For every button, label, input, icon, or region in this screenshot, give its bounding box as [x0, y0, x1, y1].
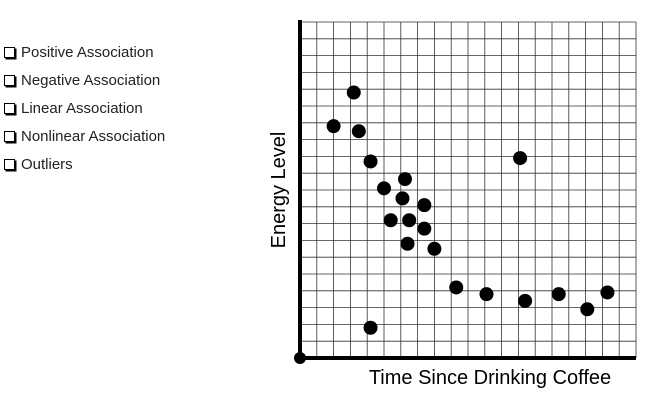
point: [326, 119, 341, 134]
checklist-label: Nonlinear Association: [21, 127, 166, 145]
point: [580, 302, 595, 317]
checkbox[interactable]: [4, 46, 15, 58]
point: [417, 221, 432, 236]
point: [479, 287, 494, 302]
checklist-item: Negative Association: [4, 66, 165, 94]
point: [427, 241, 442, 256]
point: [351, 124, 366, 139]
point: [383, 213, 398, 228]
checklist-item: Outliers: [4, 150, 165, 178]
point: [346, 85, 361, 100]
checkbox[interactable]: [4, 130, 15, 142]
point: [518, 293, 533, 308]
checkbox[interactable]: [4, 74, 15, 86]
checklist: Positive Association Negative Association…: [4, 38, 165, 178]
point: [377, 181, 391, 196]
origin: [294, 352, 306, 364]
checklist-label: Linear Association: [21, 99, 143, 117]
point: [417, 198, 432, 213]
checklist-label: Positive Association: [21, 43, 154, 61]
checklist-item: Positive Association: [4, 38, 165, 66]
checkbox[interactable]: [4, 158, 15, 170]
point: [395, 191, 410, 206]
point: [398, 172, 412, 187]
checklist-item: Linear Association: [4, 94, 165, 122]
checklist-label: Negative Association: [21, 71, 161, 89]
checkbox[interactable]: [4, 102, 15, 114]
point: [513, 151, 528, 166]
y-axis-label: Energy Level: [268, 132, 290, 249]
point: [600, 285, 615, 300]
point: [449, 280, 464, 295]
x-axis-label: Time Since Drinking Coffee: [369, 367, 611, 389]
point: [402, 213, 417, 228]
checklist-item: Nonlinear Association: [4, 122, 165, 150]
point: [551, 287, 566, 302]
point: [363, 320, 378, 335]
point: [363, 154, 378, 169]
point: [400, 236, 415, 251]
checklist-label: Outliers: [21, 155, 73, 173]
